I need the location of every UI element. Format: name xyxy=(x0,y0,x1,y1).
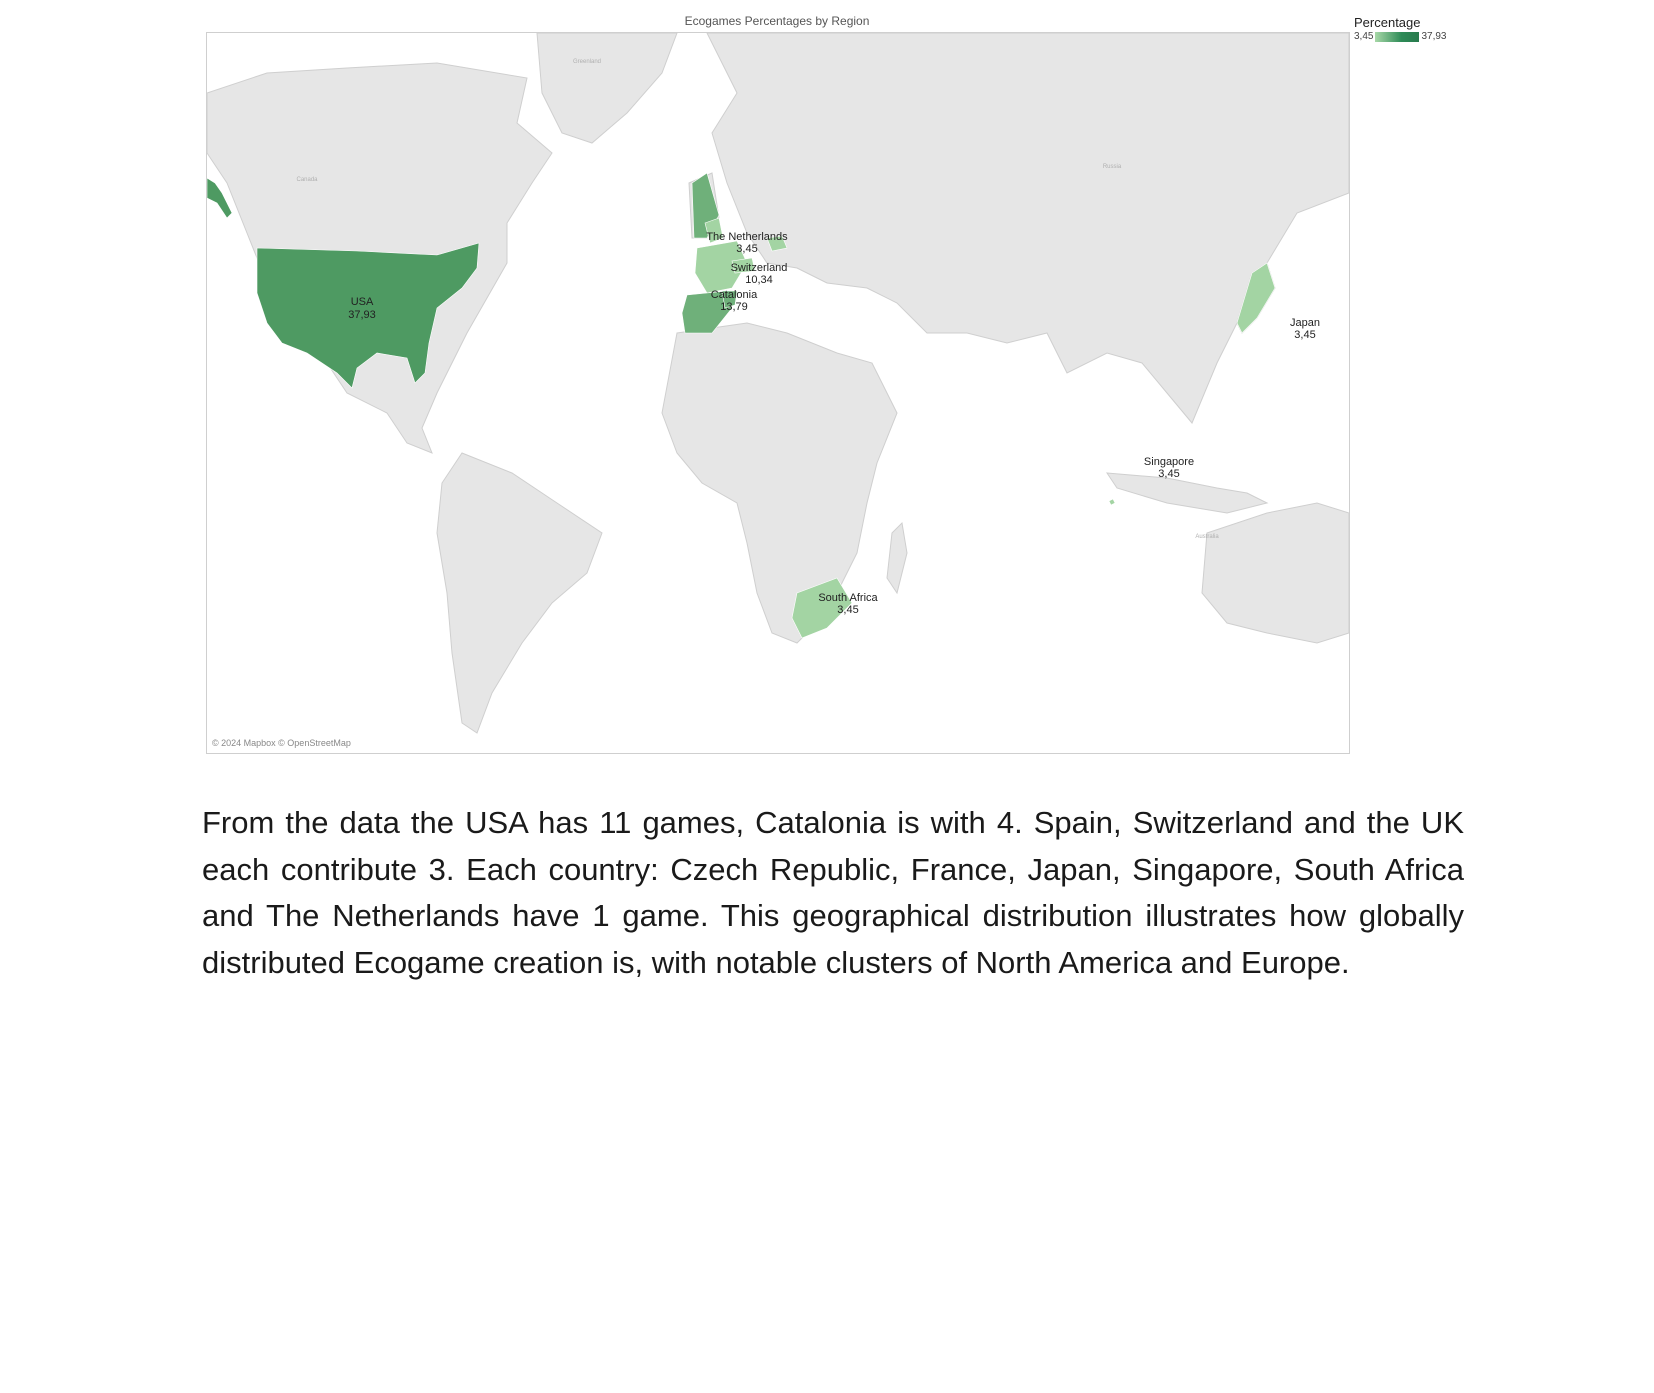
legend-title: Percentage xyxy=(1354,15,1421,30)
land-south-america xyxy=(436,452,603,734)
region-south-africa xyxy=(791,577,853,639)
label-russia: Russia xyxy=(1103,164,1122,170)
label-australia: Australia xyxy=(1195,534,1219,540)
region-switzerland xyxy=(731,257,756,274)
region-catalonia xyxy=(721,290,738,309)
region-labels: USA 37,93 The Netherlands 3,45 Switzerla… xyxy=(348,231,1320,616)
legend-min-label: 3,45 xyxy=(1354,31,1374,42)
legend: Percentage 3,45 37,93 xyxy=(1354,15,1474,42)
label-catalonia-value: 13,79 xyxy=(720,301,748,313)
label-netherlands-name: The Netherlands xyxy=(706,231,788,243)
base-land xyxy=(207,33,1349,734)
map-svg: Canada Greenland Russia Australia USA 37… xyxy=(207,33,1349,734)
land-greenland xyxy=(536,33,678,144)
region-japan xyxy=(1236,262,1276,334)
land-australia xyxy=(1201,502,1349,644)
label-singapore-name: Singapore xyxy=(1144,456,1194,468)
minor-labels: Canada Greenland Russia Australia xyxy=(296,59,1219,540)
legend-scale: 3,45 37,93 xyxy=(1354,31,1474,42)
label-usa-value: 37,93 xyxy=(348,309,376,321)
region-czech xyxy=(766,235,788,252)
label-japan-name: Japan xyxy=(1290,317,1320,329)
label-south-africa-name: South Africa xyxy=(818,592,878,604)
world-map[interactable]: Canada Greenland Russia Australia USA 37… xyxy=(206,32,1350,754)
region-alaska-coast xyxy=(207,177,233,219)
land-madagascar xyxy=(886,521,908,595)
label-canada: Canada xyxy=(296,177,318,183)
label-usa-name: USA xyxy=(351,296,374,308)
label-greenland: Greenland xyxy=(573,59,601,65)
label-south-africa-value: 3,45 xyxy=(837,604,858,616)
region-netherlands xyxy=(704,217,724,244)
label-japan-value: 3,45 xyxy=(1294,329,1315,341)
legend-gradient-bar xyxy=(1375,31,1420,42)
label-switzerland-value: 10,34 xyxy=(745,274,773,286)
label-netherlands-value: 3,45 xyxy=(736,243,757,255)
body-paragraph: From the data the USA has 11 games, Cata… xyxy=(202,805,1464,980)
label-switzerland-name: Switzerland xyxy=(731,262,788,274)
highlighted-regions xyxy=(207,172,1276,639)
region-usa xyxy=(256,242,480,389)
legend-max-label: 37,93 xyxy=(1421,31,1447,42)
map-attribution: © 2024 Mapbox © OpenStreetMap xyxy=(212,738,351,748)
land-indonesia xyxy=(1106,472,1269,514)
region-singapore xyxy=(1108,498,1116,506)
label-singapore-value: 3,45 xyxy=(1158,468,1179,480)
map-title: Ecogames Percentages by Region xyxy=(684,14,870,28)
region-france xyxy=(694,240,748,294)
label-catalonia-name: Catalonia xyxy=(711,289,758,301)
